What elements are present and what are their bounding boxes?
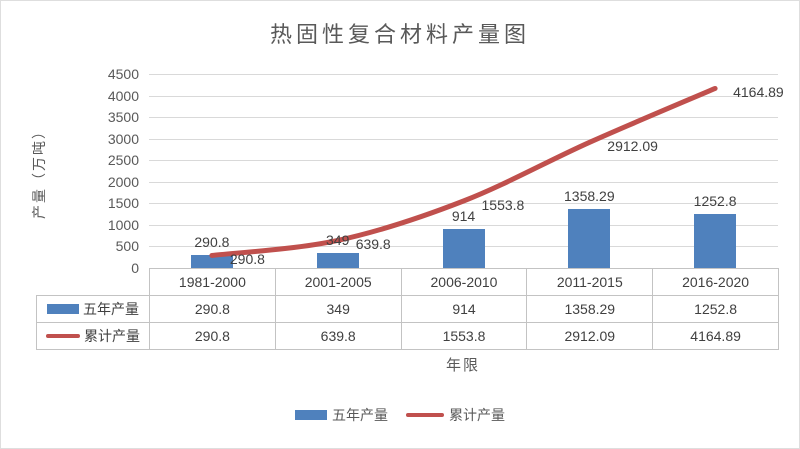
table-value-cell: 4164.89 (652, 322, 779, 350)
chart-title: 热固性复合材料产量图 (269, 22, 530, 47)
table-value-cell: 1252.8 (652, 295, 779, 323)
y-tick-label: 2500 (107, 152, 139, 169)
gridline (149, 74, 778, 75)
table-row: 五年产量 290.8 349 914 1358.29 1252.8 (36, 295, 779, 323)
line-series-key-icon (46, 334, 80, 338)
table-series-name-cell: 累计产量 (36, 322, 150, 350)
legend: 五年产量 累计产量 (1, 405, 799, 425)
y-tick-label: 1000 (107, 216, 139, 233)
bar (568, 209, 611, 268)
bar (694, 213, 737, 268)
legend-item: 五年产量 (295, 405, 388, 425)
table-category-header: 2016-2020 (652, 268, 779, 296)
series-name: 累计产量 (84, 328, 140, 344)
table-value-cell: 290.8 (149, 295, 276, 323)
line-data-label: 290.8 (229, 251, 265, 268)
data-table: 1981-2000 2001-2005 2006-2010 2011-2015 2016… (36, 268, 779, 350)
table-value-cell: 2912.09 (526, 322, 654, 350)
cumulative-line (209, 85, 718, 258)
table-header-row: 1981-2000 2001-2005 2006-2010 2011-2015 2016… (37, 268, 779, 296)
y-tick-label: 3000 (107, 130, 139, 147)
legend-line-swatch-icon (406, 413, 444, 417)
table-blank-cell (37, 269, 150, 296)
plot-area: 290.8 349 914 1358.29 1252.8 290.8 639.8 1553.8… (149, 74, 784, 269)
table-value-cell: 349 (274, 295, 402, 323)
y-tick-label: 4000 (107, 87, 139, 104)
y-tick-label: 2000 (107, 173, 139, 190)
table-value-cell: 1553.8 (400, 322, 528, 350)
table-row: 累计产量 290.8 639.8 1553.8 2912.09 4164.89 (36, 322, 779, 350)
y-tick-label: 0 (131, 260, 139, 276)
legend-label: 五年产量 (332, 407, 388, 423)
y-tick-label: 3500 (107, 109, 139, 126)
legend-item: 累计产量 (406, 405, 505, 425)
bar-data-label: 1358.29 (563, 188, 615, 205)
bar-data-label: 1252.8 (693, 192, 737, 209)
series-name: 五年产量 (83, 301, 139, 317)
table-value-cell: 1358.29 (526, 295, 654, 323)
line-data-label: 639.8 (355, 236, 391, 253)
bar-data-label: 914 (451, 207, 476, 224)
gridline (149, 181, 778, 183)
y-tick-label: 4500 (107, 66, 139, 82)
x-axis-title: 年限 (445, 357, 481, 374)
line-series (209, 85, 718, 258)
bar-series-key-icon (47, 304, 79, 314)
gridline (149, 95, 778, 97)
gridline (149, 117, 778, 119)
bar (190, 255, 233, 268)
table-category-header: 2006-2010 (400, 268, 528, 296)
bar-data-label: 290.8 (194, 234, 230, 251)
table-category-header: 2001-2005 (274, 268, 402, 296)
gridline (149, 138, 778, 140)
table-value-cell: 290.8 (149, 322, 276, 350)
y-tick-label: 1500 (107, 195, 139, 212)
bar-data-label: 349 (326, 231, 350, 248)
legend-label: 累计产量 (449, 407, 505, 423)
line-data-label: 1553.8 (481, 197, 525, 213)
bar (316, 252, 359, 268)
gridline (149, 224, 778, 226)
gridline (149, 203, 778, 205)
gridline (149, 160, 778, 162)
table-value-cell: 914 (400, 295, 528, 323)
table-category-header: 1981-2000 (149, 268, 276, 296)
y-axis-title: 产量（万吨） (31, 123, 47, 219)
table-series-name-cell: 五年产量 (36, 295, 150, 323)
y-tick-label: 500 (115, 238, 139, 255)
bar (442, 228, 485, 268)
legend-bar-swatch-icon (295, 410, 327, 420)
table-category-header: 2011-2015 (526, 268, 654, 296)
table-value-cell: 639.8 (274, 322, 402, 350)
line-data-label: 2912.09 (607, 138, 658, 155)
line-data-label: 4164.89 (733, 84, 784, 101)
